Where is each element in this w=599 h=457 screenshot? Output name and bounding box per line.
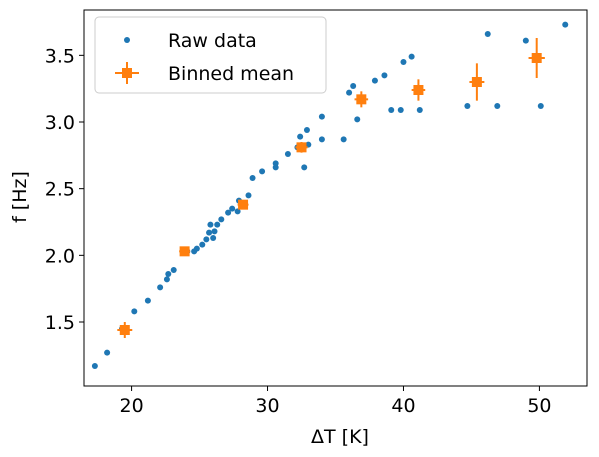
raw-data-point [245,192,252,199]
raw-data-point [163,276,170,283]
binned-mean-points [117,38,545,338]
raw-data-point [211,228,218,235]
legend: Raw data Binned mean [94,16,327,94]
raw-data-point [494,103,501,109]
y-axis-ticks: 1.5 2.0 2.5 3.0 3.5 [45,45,84,334]
raw-data-point [249,175,256,181]
raw-data-point [131,308,138,315]
binned-mean-marker [179,246,190,257]
binned-mean-marker [531,53,542,63]
legend-raw-marker [124,37,130,43]
binned-mean-point [469,63,485,101]
binned-mean-point [295,142,308,153]
binned-mean-marker [471,77,482,87]
raw-data-point [371,77,378,84]
raw-data-point [170,267,177,273]
binned-mean-marker [238,199,249,210]
x-tick-label: 50 [527,395,551,417]
x-axis-ticks: 20 30 40 50 [119,386,552,417]
raw-data-point [165,271,172,277]
raw-data-point [318,136,325,143]
raw-data-point [229,205,236,212]
y-tick-label: 2.5 [45,179,75,201]
raw-data-point [354,116,361,123]
y-tick-label: 2.0 [45,245,75,267]
raw-data-point [318,113,325,120]
raw-data-point [408,53,415,60]
raw-data-point [464,103,471,109]
raw-data-point [91,363,98,369]
raw-data-point [381,72,388,79]
x-tick-label: 20 [119,395,143,417]
y-tick-label: 1.5 [45,312,75,334]
raw-data-point [297,133,304,140]
raw-data-point [225,209,232,216]
raw-data-point [305,141,312,148]
binned-mean-point [528,38,545,78]
raw-data-point [340,136,347,143]
raw-data-point [234,208,241,215]
raw-data-point [400,59,407,65]
raw-data-point [214,221,221,228]
legend-binned-label: Binned mean [168,63,294,85]
raw-data-point [206,229,213,236]
raw-data-point [210,235,217,241]
y-axis-label: f [Hz] [9,171,31,223]
y-tick-label: 3.5 [45,45,75,67]
raw-data-point [388,107,395,113]
binned-mean-point [411,79,426,101]
raw-data-point [218,216,225,223]
binned-mean-marker [119,325,130,335]
legend-raw-label: Raw data [168,30,257,52]
raw-data-point [207,221,214,228]
raw-data-point [144,297,151,304]
x-tick-label: 40 [391,395,415,417]
raw-data-point [157,284,164,291]
raw-data-point [350,83,357,89]
raw-data-point [397,107,404,113]
binned-mean-point [354,91,369,108]
raw-data-point [203,236,210,243]
binned-mean-point [117,322,133,338]
raw-data-point [301,164,308,171]
raw-data-point [193,245,200,252]
plot-frame [83,9,588,387]
raw-data-point [484,31,491,37]
binned-mean-point [179,246,191,257]
binned-mean-marker [356,94,367,105]
raw-data-point [537,103,544,109]
raw-data-point [104,349,111,356]
raw-data-point [284,151,291,157]
raw-data-point [259,168,266,175]
x-axis-label: ΔT [K] [311,426,369,448]
raw-data-point [346,89,353,96]
binned-mean-marker [296,142,307,153]
raw-data-point [562,21,569,28]
y-tick-label: 3.0 [45,112,75,134]
raw-data-point [199,241,206,248]
binned-mean-marker [413,85,424,95]
raw-data-point [416,107,423,113]
binned-mean-point [237,199,249,210]
x-tick-label: 30 [255,395,279,417]
legend-binned-marker [115,62,139,84]
raw-data-point [272,160,279,167]
raw-data-point [303,127,310,133]
legend-box [94,16,327,94]
raw-data-point [522,37,529,44]
